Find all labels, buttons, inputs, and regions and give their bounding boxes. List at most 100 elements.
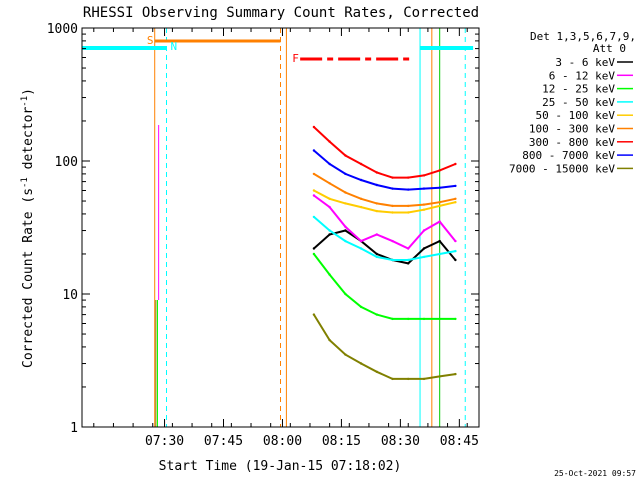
- series-point: [375, 255, 378, 259]
- flag-label: F: [292, 52, 299, 65]
- series-point: [375, 233, 378, 236]
- series-point: [422, 174, 426, 177]
- series-point: [391, 377, 394, 381]
- series-line: [313, 253, 456, 320]
- series-point: [407, 258, 410, 262]
- series-point: [359, 162, 363, 166]
- series-point: [391, 187, 394, 190]
- y-axis: 1 10 100 1000: [47, 22, 479, 436]
- series-point: [312, 194, 316, 197]
- y-tick-label: 10: [62, 288, 78, 303]
- series-point: [359, 197, 363, 200]
- x-tick-label: 07:30: [145, 434, 184, 449]
- series-point: [438, 375, 441, 378]
- legend-label: 100 - 300 keV: [529, 123, 615, 136]
- series-point: [422, 187, 426, 190]
- series-point: [422, 229, 426, 232]
- series-point: [328, 197, 331, 200]
- y-axis-label-mid: detector: [21, 107, 36, 178]
- x-tick-label: 08:15: [322, 434, 361, 449]
- series-point: [422, 377, 426, 381]
- y-tick-label: 100: [55, 155, 78, 170]
- y-axis-label-suffix: ): [21, 88, 36, 96]
- series-point: [407, 211, 410, 214]
- legend-label: 7000 - 15000 keV: [509, 162, 615, 175]
- y-axis-label-sup-1: -1: [20, 177, 30, 188]
- series-point: [312, 247, 316, 250]
- legend-label: 12 - 25 keV: [542, 83, 615, 96]
- legend-header-line-1: Det 1,3,5,6,7,9,: [530, 30, 636, 43]
- series-point: [438, 201, 441, 204]
- series-point: [328, 140, 331, 143]
- series-point: [422, 203, 426, 206]
- series-point: [328, 338, 331, 342]
- series-point: [375, 370, 378, 373]
- series-point: [312, 252, 316, 256]
- series-point: [344, 239, 347, 243]
- y-axis-label-sup-2: -1: [20, 96, 30, 107]
- series-point: [312, 313, 316, 316]
- series-point: [407, 204, 410, 208]
- flag-label: N: [170, 40, 177, 53]
- series-point: [454, 197, 457, 200]
- y-axis-label: Corrected Count Rate (s-1 detector-1): [20, 88, 36, 368]
- series-point: [344, 154, 347, 157]
- series-point: [391, 258, 394, 262]
- series-point: [375, 183, 378, 187]
- series-point: [344, 353, 347, 356]
- series-line: [313, 314, 456, 380]
- series-line: [313, 216, 456, 261]
- series-point: [344, 225, 347, 228]
- legend-label: 300 - 800 keV: [529, 136, 615, 149]
- series-point: [375, 209, 378, 213]
- series-point: [344, 292, 347, 296]
- series-point: [391, 211, 394, 214]
- series-point: [438, 239, 441, 243]
- series-line: [313, 189, 456, 214]
- series-point: [359, 239, 363, 243]
- series-point: [391, 239, 394, 243]
- series-point: [359, 178, 363, 182]
- x-axis: 07:30 07:45 08:00 08:15 08:30 08:45: [93, 28, 479, 449]
- series-line: [313, 173, 456, 207]
- series-point: [391, 176, 394, 179]
- series-point: [454, 201, 457, 204]
- series-point: [328, 233, 331, 236]
- x-tick-label: 08:30: [381, 434, 420, 449]
- series-point: [375, 171, 378, 174]
- legend-label: 25 - 50 keV: [542, 96, 615, 109]
- series-point: [391, 317, 394, 321]
- series-line: [313, 149, 456, 191]
- series-point: [438, 220, 441, 223]
- series-line: [313, 194, 457, 250]
- series-point: [375, 252, 378, 256]
- flag-label: S: [147, 34, 154, 47]
- series-point: [454, 317, 457, 321]
- x-tick-label: 08:00: [263, 434, 302, 449]
- series-point: [359, 305, 363, 309]
- series-point: [407, 176, 410, 179]
- series-point: [359, 205, 363, 209]
- series-point: [344, 172, 347, 176]
- series-point: [312, 125, 316, 129]
- legend-label: 800 - 7000 keV: [522, 149, 615, 162]
- series-point: [454, 258, 457, 262]
- series-point: [438, 169, 441, 172]
- series-point: [454, 162, 457, 166]
- series-point: [391, 204, 394, 208]
- series-point: [375, 313, 378, 316]
- legend-label: 50 - 100 keV: [536, 109, 616, 122]
- series-point: [422, 255, 426, 259]
- series-point: [422, 208, 426, 211]
- series-point: [344, 202, 347, 205]
- x-tick-label: 07:45: [204, 434, 243, 449]
- x-tick-label: 08:45: [440, 434, 479, 449]
- series-point: [438, 317, 441, 321]
- series-point: [438, 204, 441, 208]
- series-point: [422, 247, 426, 250]
- series-point: [454, 372, 457, 376]
- y-tick-label: 1: [70, 421, 78, 436]
- x-axis-label: Start Time (19-Jan-15 07:18:02): [159, 459, 402, 474]
- series-point: [328, 162, 331, 166]
- series-point: [422, 317, 426, 321]
